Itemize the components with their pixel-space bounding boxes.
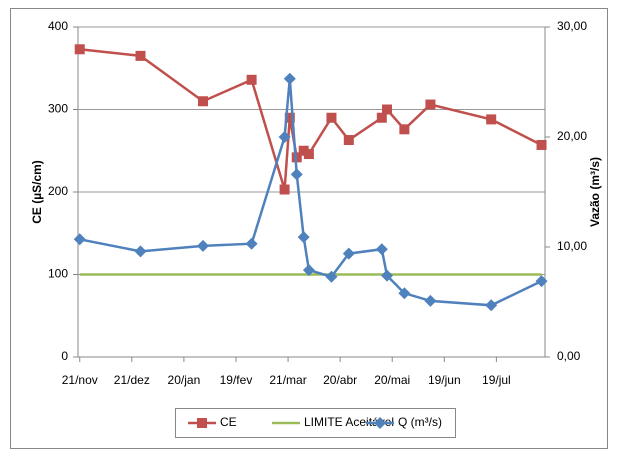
x-tick-label: 20/jan xyxy=(168,373,201,387)
marker xyxy=(485,299,498,312)
series-line xyxy=(79,48,543,190)
marker xyxy=(375,243,388,256)
marker xyxy=(376,112,387,123)
marker xyxy=(303,149,314,160)
x-tick-label: 20/abr xyxy=(323,373,357,387)
x-tick-label: 21/dez xyxy=(114,373,150,387)
y2-tick-label: 10,00 xyxy=(557,239,587,253)
x-tick-label: 19/fev xyxy=(220,373,253,387)
marker xyxy=(135,50,146,61)
legend-label: LIMITE Aceitável xyxy=(304,415,394,429)
y2-axis-title: Vazão (m³/s) xyxy=(588,157,602,227)
marker xyxy=(425,99,436,110)
y2-tick-label: 20,00 xyxy=(557,129,587,143)
marker xyxy=(325,270,338,283)
y2-tick-label: 0,00 xyxy=(557,349,581,363)
legend-label: Q (m³/s) xyxy=(398,415,442,429)
legend-box xyxy=(175,408,456,438)
marker xyxy=(245,237,258,250)
marker xyxy=(536,139,547,150)
marker xyxy=(197,418,207,428)
y-axis-title: CE (µS/cm) xyxy=(30,160,44,224)
y-tick-label: 200 xyxy=(48,184,68,198)
marker xyxy=(283,72,296,85)
marker xyxy=(381,269,394,282)
marker xyxy=(326,112,337,123)
marker xyxy=(74,44,85,55)
marker xyxy=(398,287,411,300)
marker xyxy=(278,131,291,143)
y2-tick-label: 30,00 xyxy=(557,19,587,33)
x-tick-label: 19/jul xyxy=(482,373,511,387)
y-tick-label: 0 xyxy=(61,349,68,363)
y-tick-label: 400 xyxy=(48,19,68,33)
x-tick-label: 19/jun xyxy=(428,373,461,387)
marker xyxy=(424,294,437,307)
marker xyxy=(196,239,209,252)
marker xyxy=(535,275,548,288)
marker xyxy=(134,245,147,258)
marker xyxy=(246,74,257,85)
marker xyxy=(197,96,208,107)
marker xyxy=(342,247,355,260)
marker xyxy=(298,145,309,156)
y-tick-label: 300 xyxy=(48,102,68,116)
marker xyxy=(343,135,354,146)
chart-frame xyxy=(10,8,608,449)
marker xyxy=(290,168,303,181)
marker xyxy=(297,231,310,244)
x-tick-label: 21/nov xyxy=(62,373,98,387)
marker xyxy=(279,184,290,195)
marker xyxy=(399,124,410,135)
marker xyxy=(284,112,295,123)
marker xyxy=(73,233,86,246)
x-tick-label: 20/mai xyxy=(374,373,410,387)
x-tick-label: 21/mar xyxy=(269,373,306,387)
legend-label: CE xyxy=(220,415,237,429)
marker xyxy=(486,114,497,125)
marker xyxy=(382,104,393,115)
marker xyxy=(302,264,315,277)
marker xyxy=(374,417,386,429)
y-tick-label: 100 xyxy=(48,267,68,281)
